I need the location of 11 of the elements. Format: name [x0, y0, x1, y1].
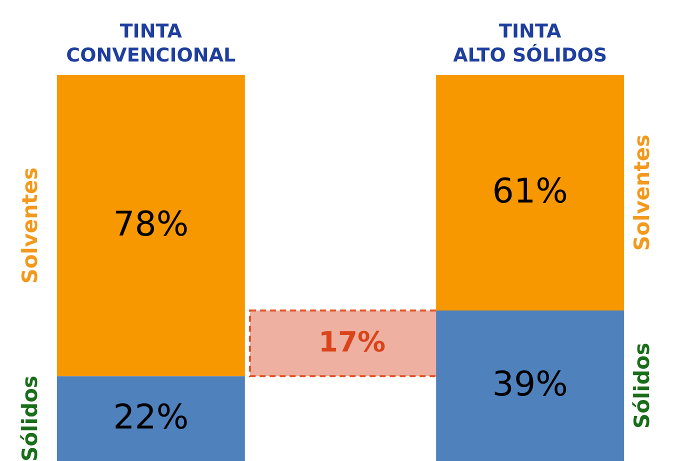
text: Sólidos	[630, 342, 654, 429]
text: Solventes	[18, 167, 42, 284]
text: Solventes	[630, 134, 654, 251]
data-label: 39%	[492, 364, 568, 405]
x-tick-label: TINTA CONVENCIONAL	[66, 20, 236, 66]
data-label: 22%	[113, 398, 189, 438]
data-label: 78%	[113, 204, 189, 245]
data-label: 61%	[492, 172, 568, 212]
text: Sólidos	[18, 376, 42, 461]
x-tick-label: TINTA ALTO SÓLIDOS	[453, 20, 608, 66]
band-label: 17%	[318, 325, 386, 358]
